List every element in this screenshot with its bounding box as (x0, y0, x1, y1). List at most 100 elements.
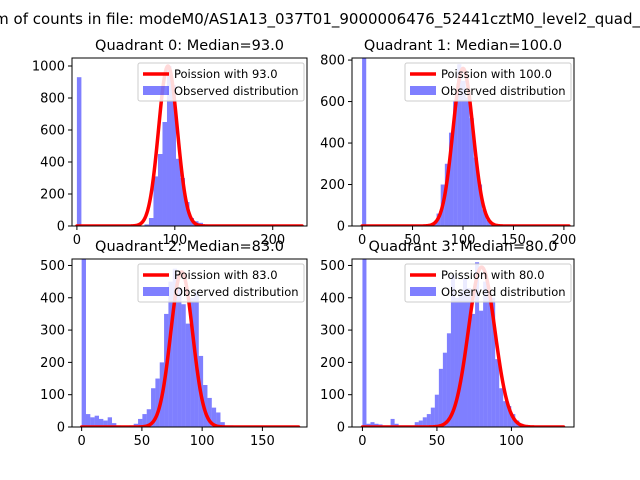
subplot-title: Quadrant 1: Median=100.0 (364, 38, 562, 54)
histogram-bar (450, 275, 455, 427)
histogram-bar (422, 417, 427, 427)
y-tick-label: 500 (320, 259, 345, 274)
histogram-bar (487, 291, 492, 427)
histogram-bar (457, 64, 462, 226)
x-tick-label: 100 (190, 434, 215, 449)
histogram-bar (172, 268, 178, 427)
y-tick-label: 400 (40, 156, 65, 171)
histogram-bar (461, 80, 466, 226)
histogram-bar (155, 378, 160, 427)
histogram-bar (426, 414, 431, 427)
x-tick-label: 0 (78, 434, 86, 449)
x-tick-label: 150 (501, 233, 526, 248)
y-tick-label: 400 (320, 137, 345, 152)
legend-label-poisson: Poission with 83.0 (174, 268, 278, 282)
legend-label-poisson: Poission with 93.0 (174, 67, 278, 81)
axes-frame (71, 57, 308, 227)
histogram-bar (153, 176, 158, 226)
y-tick-label: 200 (320, 356, 345, 371)
x-tick-label: 0 (73, 233, 81, 248)
histogram-bar (142, 414, 147, 427)
y-tick-label: 800 (320, 54, 345, 69)
histogram-bar (453, 101, 458, 226)
histogram-bar (430, 407, 435, 427)
y-tick-label: 200 (320, 178, 345, 193)
histogram-bar (81, 259, 86, 427)
y-tick-label: 500 (40, 259, 65, 274)
y-tick-label: 200 (40, 188, 65, 203)
histogram-bar (85, 414, 91, 427)
histogram-bar (107, 417, 113, 427)
legend-frame (404, 263, 572, 303)
histogram-bar (390, 418, 395, 427)
x-tick-label: 50 (429, 434, 446, 449)
histogram-bar (103, 420, 108, 427)
subplot-title: Quadrant 0: Median=93.0 (95, 38, 284, 54)
histogram-bar (185, 323, 191, 427)
histogram-bar (477, 184, 483, 226)
histogram-bar (181, 304, 186, 427)
legend-label-poisson: Poission with 100.0 (441, 67, 552, 81)
histogram-bar (94, 415, 99, 427)
histogram-bar (475, 262, 480, 427)
legend-label-poisson: Poission with 80.0 (441, 268, 545, 282)
legend-bar-swatch (410, 86, 436, 95)
legend-frame (137, 62, 305, 102)
histogram-bar (446, 333, 451, 427)
histogram-bar (98, 418, 104, 427)
figure-suptitle: Histogram of counts in file: modeM0/AS1A… (0, 10, 640, 29)
histogram-bar (495, 359, 500, 427)
x-tick-label: 0 (358, 233, 366, 248)
histogram-bar (469, 118, 474, 226)
x-tick-label: 50 (134, 434, 151, 449)
histogram-bar (162, 122, 167, 226)
histogram-bar (146, 409, 152, 427)
legend-label-observed: Observed distribution (441, 84, 566, 98)
histogram-bar (491, 297, 496, 427)
histogram-bar (483, 281, 488, 427)
y-tick-label: 300 (320, 324, 345, 339)
histogram-bar (503, 401, 508, 427)
y-tick-label: 100 (320, 388, 345, 403)
histogram-bar (473, 157, 478, 226)
legend-label-observed: Observed distribution (174, 285, 299, 299)
histogram-bar (148, 218, 154, 226)
histogram-bar (180, 178, 185, 226)
x-tick-label: 100 (451, 233, 476, 248)
histogram-bar (465, 97, 470, 226)
legend: Poission with 100.0 Observed distributio… (404, 62, 572, 102)
poisson-curve (79, 270, 301, 427)
histogram-bar (418, 420, 423, 427)
x-tick-label: 50 (404, 233, 421, 248)
y-tick-label: 0 (57, 421, 65, 436)
histogram-bar (499, 388, 504, 427)
histogram-bar (157, 154, 163, 226)
y-tick-label: 200 (40, 356, 65, 371)
histogram-bar (438, 368, 443, 427)
y-tick-label: 0 (57, 220, 65, 235)
axes-frame (351, 258, 575, 428)
histogram-bar (362, 58, 367, 226)
y-tick-label: 400 (320, 291, 345, 306)
y-tick-label: 0 (337, 220, 345, 235)
legend-bar-swatch (143, 287, 169, 296)
subplot-title: Quadrant 2: Median=83.0 (95, 239, 284, 255)
histogram-bar (471, 313, 476, 427)
legend-bar-swatch (410, 287, 436, 296)
subplot-title: Quadrant 3: Median=80.0 (369, 239, 558, 255)
histogram-bar (507, 406, 512, 427)
histogram-bar (414, 422, 419, 427)
legend: Poission with 80.0 Observed distribution (404, 263, 572, 303)
subplot-quadrant-0: Quadrant 0: Median=93.0 0 100 200 0 200 400 60… (32, 38, 308, 248)
y-tick-label: 1000 (32, 60, 65, 75)
subplot-quadrant-2: Quadrant 2: Median=83.0 0 50 100 150 0 100 200… (40, 239, 308, 449)
subplot-quadrant-1: Quadrant 1: Median=100.0 0 50 100 150 200 0 20… (320, 38, 576, 248)
poisson-curve (75, 64, 304, 226)
histogram-bar (144, 224, 149, 226)
histogram-bar (207, 397, 212, 427)
legend-bar-swatch (143, 86, 169, 95)
histogram-bar (362, 259, 367, 427)
y-tick-label: 600 (320, 95, 345, 110)
histogram-bar (151, 388, 156, 427)
